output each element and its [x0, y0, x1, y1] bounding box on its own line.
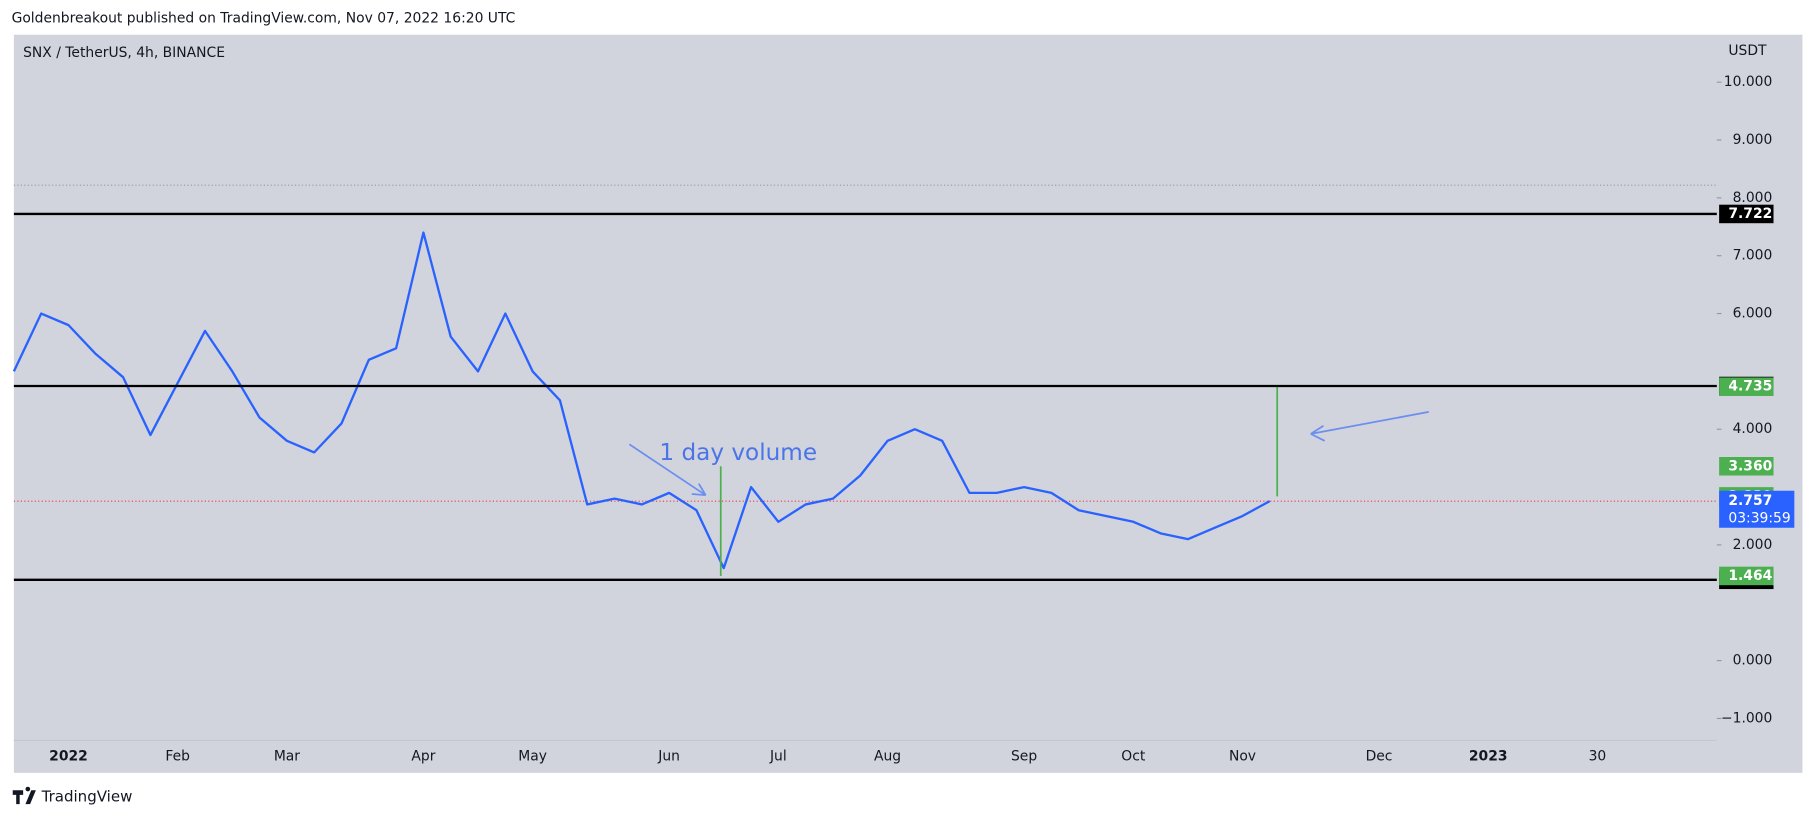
x-tick-label: Mar [274, 749, 300, 765]
arrows [628, 411, 1429, 497]
level-label-box [1719, 204, 1774, 224]
y-tick-label: 6.000 [1733, 306, 1773, 322]
x-tick-label: Sep [1011, 749, 1037, 765]
tv-logo [12, 786, 36, 805]
price-label-box [1719, 457, 1774, 476]
current-price: 2.757 [1728, 493, 1772, 509]
x-tick-label: 2023 [1469, 749, 1508, 765]
countdown: 03:39:59 [1728, 510, 1790, 526]
price-label: 1.464 [1728, 568, 1772, 584]
current-price-box [1719, 490, 1795, 528]
x-tick-label: Jul [769, 749, 787, 765]
y-tick-label: 4.000 [1733, 421, 1773, 437]
x-tick-label: Apr [411, 749, 435, 765]
x-tick-label: May [518, 749, 547, 765]
y-axis-label: USDT [1728, 43, 1767, 59]
y-tick-label: 2.000 [1733, 537, 1773, 553]
price-label-box [1719, 377, 1774, 396]
price-label: 4.735 [1728, 379, 1772, 395]
x-tick-label: Oct [1121, 749, 1146, 765]
x-tick-label: 2022 [49, 749, 88, 765]
price-label-box [1719, 566, 1774, 586]
header: Goldenbreakout published on TradingView.… [12, 11, 516, 27]
y-tick-label: 8.000 [1733, 190, 1773, 206]
x-tick-label: 30 [1589, 749, 1607, 765]
x-tick-label: Jun [657, 749, 680, 765]
level-label: 7.722 [1728, 206, 1772, 222]
x-tick-label: Feb [165, 749, 190, 765]
y-tick-label: 7.000 [1733, 248, 1773, 264]
y-tick-label: 9.000 [1733, 132, 1773, 148]
annotation: 1 day volume [659, 440, 817, 466]
x-tick-label: Dec [1366, 749, 1393, 765]
price-line [12, 231, 1271, 570]
chart-pane [13, 34, 1803, 773]
footer: TradingView [41, 788, 133, 806]
y-tick-label: −1.000 [1721, 710, 1772, 726]
x-tick-label: Aug [874, 749, 901, 765]
y-tick-label: 10.000 [1724, 74, 1773, 90]
x-tick-label: Nov [1229, 749, 1256, 765]
price-label: 3.360 [1728, 458, 1772, 474]
chart-title: SNX / TetherUS, 4h, BINANCE [23, 45, 225, 61]
y-tick-label: 0.000 [1733, 653, 1773, 669]
